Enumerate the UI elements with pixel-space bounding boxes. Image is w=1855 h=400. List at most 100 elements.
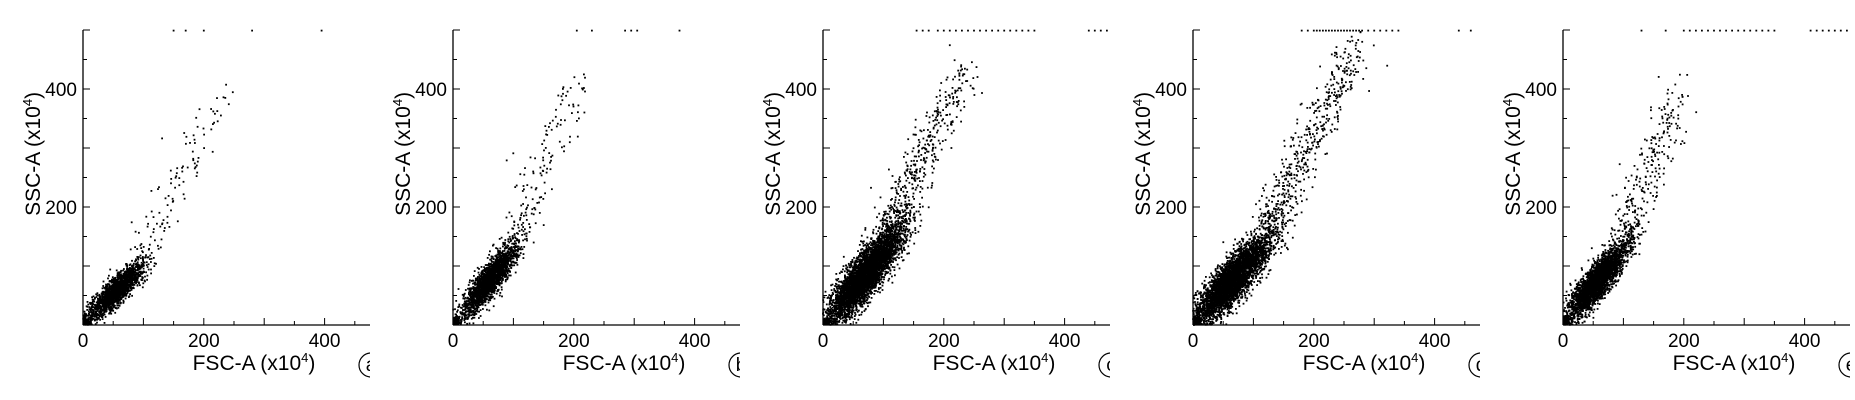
- scatter-point: [453, 317, 456, 319]
- scatter-point: [470, 299, 472, 302]
- scatter-point: [144, 256, 146, 259]
- scatter-point: [145, 271, 147, 274]
- scatter-point: [476, 287, 478, 290]
- scatter-point: [479, 315, 482, 317]
- scatter-point: [507, 240, 510, 243]
- scatter-point: [117, 300, 120, 302]
- scatter-point: [514, 255, 517, 258]
- scatter-point: [493, 282, 495, 285]
- scatter-point: [131, 281, 133, 284]
- scatter-point: [523, 188, 525, 191]
- scatter-point: [150, 261, 152, 263]
- scatter-point: [505, 269, 507, 272]
- scatter-point: [872, 228, 875, 231]
- scatter-point: [125, 271, 128, 273]
- scatter-point: [542, 156, 544, 159]
- scatter-point: [137, 258, 140, 261]
- scatter-point: [83, 319, 86, 322]
- scatter-point: [112, 289, 114, 291]
- scatter-point: [103, 306, 106, 308]
- scatter-point: [118, 287, 121, 290]
- scatter-point: [117, 301, 119, 304]
- scatter-point: [524, 167, 526, 169]
- scatter-point: [88, 310, 90, 313]
- scatter-point: [109, 302, 112, 304]
- scatter-point: [98, 311, 100, 313]
- scatter-point: [504, 241, 506, 244]
- scatter-point: [481, 276, 484, 278]
- scatter-point: [486, 264, 489, 266]
- scatter-point: [113, 300, 115, 303]
- scatter-point: [90, 321, 92, 324]
- scatter-point: [562, 92, 564, 95]
- scatter-point: [477, 301, 480, 303]
- scatter-point: [521, 190, 524, 192]
- scatter-point: [91, 305, 94, 308]
- scatter-point: [581, 88, 584, 91]
- scatter-point: [472, 282, 474, 285]
- scatter-point: [497, 283, 500, 286]
- scatter-point: [483, 300, 486, 303]
- scatter-point: [122, 302, 125, 304]
- scatter-point: [108, 289, 110, 292]
- scatter-point: [91, 304, 94, 306]
- scatter-point: [195, 164, 198, 167]
- scatter-point: [93, 307, 96, 310]
- scatter-point: [478, 295, 480, 298]
- scatter-point: [905, 226, 908, 228]
- scatter-point: [453, 319, 456, 322]
- scatter-point: [504, 278, 507, 281]
- scatter-point: [99, 301, 102, 304]
- scatter-point: [523, 233, 526, 236]
- y-tick-label: 200: [785, 198, 817, 219]
- scatter-point: [491, 255, 494, 258]
- scatter-point: [96, 292, 99, 295]
- scatter-point: [99, 304, 101, 307]
- scatter-point: [114, 287, 117, 289]
- scatter-point: [489, 271, 492, 274]
- scatter-point: [467, 284, 470, 286]
- scatter-point: [497, 270, 499, 273]
- scatter-point: [91, 313, 93, 315]
- scatter-point: [565, 94, 567, 97]
- scatter-point: [106, 284, 108, 286]
- scatter-point: [125, 280, 128, 282]
- scatter-point: [99, 318, 101, 321]
- scatter-point: [99, 313, 102, 316]
- scatter-point: [163, 230, 166, 232]
- scatter-point: [464, 304, 466, 307]
- scatter-point: [483, 285, 485, 287]
- scatter-point: [102, 290, 104, 293]
- scatter-point: [84, 318, 87, 321]
- scatter-point: [502, 241, 505, 244]
- scatter-point: [525, 214, 528, 217]
- scatter-point: [527, 204, 529, 207]
- scatter-point: [454, 320, 457, 323]
- scatter-point: [138, 271, 141, 273]
- scatter-point: [513, 243, 515, 246]
- scatter-point: [141, 276, 144, 278]
- scatter-point: [630, 29, 633, 32]
- scatter-point: [128, 278, 130, 281]
- scatter-point: [475, 299, 478, 302]
- scatter-point: [111, 276, 114, 279]
- scatter-point: [94, 306, 97, 309]
- scatter-point: [563, 145, 566, 148]
- scatter-point: [118, 292, 120, 295]
- scatter-point: [525, 232, 528, 235]
- scatter-point: [541, 143, 544, 145]
- scatter-point: [495, 275, 497, 278]
- scatter-point: [101, 287, 104, 290]
- scatter-point: [496, 259, 499, 261]
- scatter-point: [121, 282, 124, 285]
- scatter-point: [478, 283, 481, 286]
- scatter-point: [120, 279, 123, 281]
- y-axis-label: SSC-A (x104): [390, 92, 415, 216]
- scatter-point: [92, 295, 95, 298]
- scatter-point: [136, 284, 139, 286]
- scatter-point: [494, 277, 497, 280]
- scatter-point: [132, 272, 135, 275]
- scatter-point: [542, 224, 545, 226]
- scatter-point: [523, 246, 526, 248]
- scatter-point: [487, 264, 490, 267]
